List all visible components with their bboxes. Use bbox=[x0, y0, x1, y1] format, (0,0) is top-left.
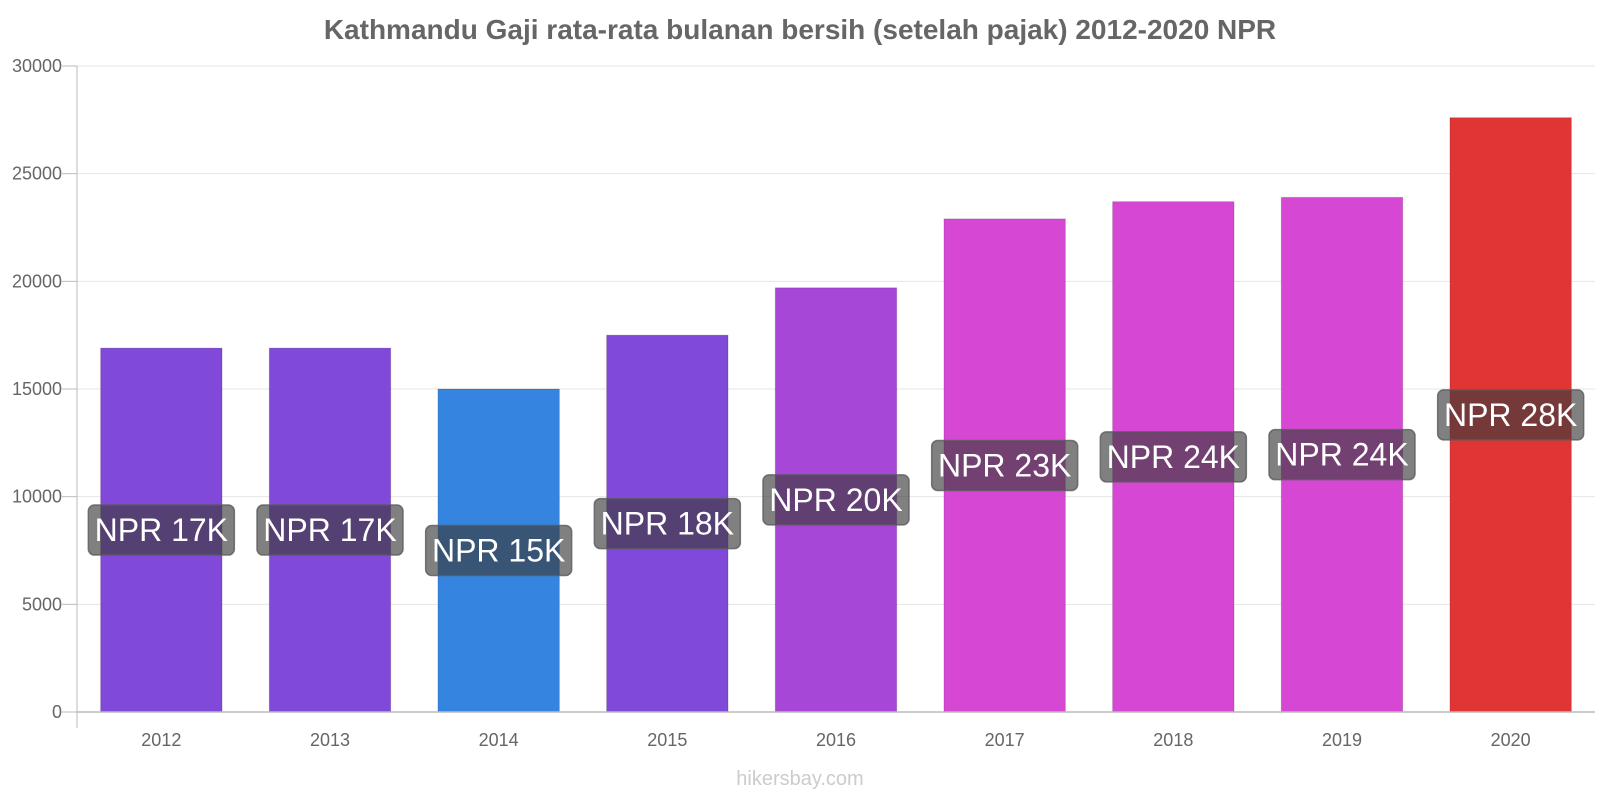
data-label-box bbox=[1268, 428, 1416, 481]
data-label-2017: NPR 23K bbox=[930, 439, 1079, 492]
data-label-text: NPR 17K bbox=[263, 512, 396, 548]
data-label-2012: NPR 17K bbox=[87, 504, 236, 556]
y-tick-label: 20000 bbox=[12, 271, 62, 291]
data-label-2018: NPR 24K bbox=[1099, 431, 1248, 483]
data-label-text: NPR 23K bbox=[938, 447, 1071, 483]
data-label-text: NPR 17K bbox=[95, 512, 228, 548]
x-axis: 2012 2013 2014 2015 2016 2017 2018 2019 2020 bbox=[77, 711, 1595, 750]
data-label-2014: NPR 15K bbox=[424, 524, 573, 577]
data-label-2015: NPR 18K bbox=[593, 497, 742, 550]
x-tick-label: 2017 bbox=[985, 730, 1025, 750]
x-tick-label: 2014 bbox=[479, 730, 519, 750]
data-label-2013: NPR 17K bbox=[256, 504, 404, 556]
y-tick-label: 0 bbox=[52, 702, 62, 722]
data-label-box bbox=[424, 524, 573, 577]
data-label-box bbox=[930, 439, 1079, 492]
x-tick-label: 2013 bbox=[310, 730, 350, 750]
chart-title: Kathmandu Gaji rata-rata bulanan bersih … bbox=[323, 14, 1277, 45]
y-tick-label: 10000 bbox=[12, 487, 62, 507]
data-label-text: NPR 20K bbox=[769, 482, 902, 518]
x-tick-label: 2018 bbox=[1153, 730, 1193, 750]
y-tick-label: 25000 bbox=[12, 164, 62, 184]
data-label-box bbox=[256, 504, 404, 556]
data-label-2019: NPR 24K bbox=[1268, 428, 1416, 481]
y-tick-label: 15000 bbox=[12, 379, 62, 399]
data-label-box bbox=[762, 474, 910, 526]
data-label-text: NPR 28K bbox=[1444, 397, 1577, 433]
data-label-2016: NPR 20K bbox=[762, 474, 910, 526]
data-label-box bbox=[1099, 431, 1248, 483]
x-tick-label: 2016 bbox=[816, 730, 856, 750]
data-label-box bbox=[87, 504, 236, 556]
data-label-text: NPR 18K bbox=[601, 506, 734, 542]
data-label-2020: NPR 28K bbox=[1436, 389, 1585, 441]
y-tick-label: 30000 bbox=[12, 56, 62, 76]
data-label-text: NPR 24K bbox=[1275, 437, 1408, 473]
x-tick-label: 2012 bbox=[141, 730, 181, 750]
data-label-text: NPR 15K bbox=[432, 533, 565, 569]
y-tick-label: 5000 bbox=[22, 594, 62, 614]
data-label-text: NPR 24K bbox=[1107, 439, 1240, 475]
x-tick-label: 2019 bbox=[1322, 730, 1362, 750]
watermark: hikersbay.com bbox=[736, 768, 864, 790]
bars bbox=[100, 117, 1572, 713]
data-label-box bbox=[1436, 389, 1585, 441]
data-label-box bbox=[593, 497, 742, 550]
x-tick-label: 2020 bbox=[1491, 730, 1531, 750]
x-tick-label: 2015 bbox=[647, 730, 687, 750]
data-labels: NPR 17K NPR 17K NPR 15K NPR 18K NPR 20K NPR 2… bbox=[87, 389, 1585, 577]
y-axis: 0 5000 10000 15000 20000 25000 30000 bbox=[12, 56, 78, 728]
